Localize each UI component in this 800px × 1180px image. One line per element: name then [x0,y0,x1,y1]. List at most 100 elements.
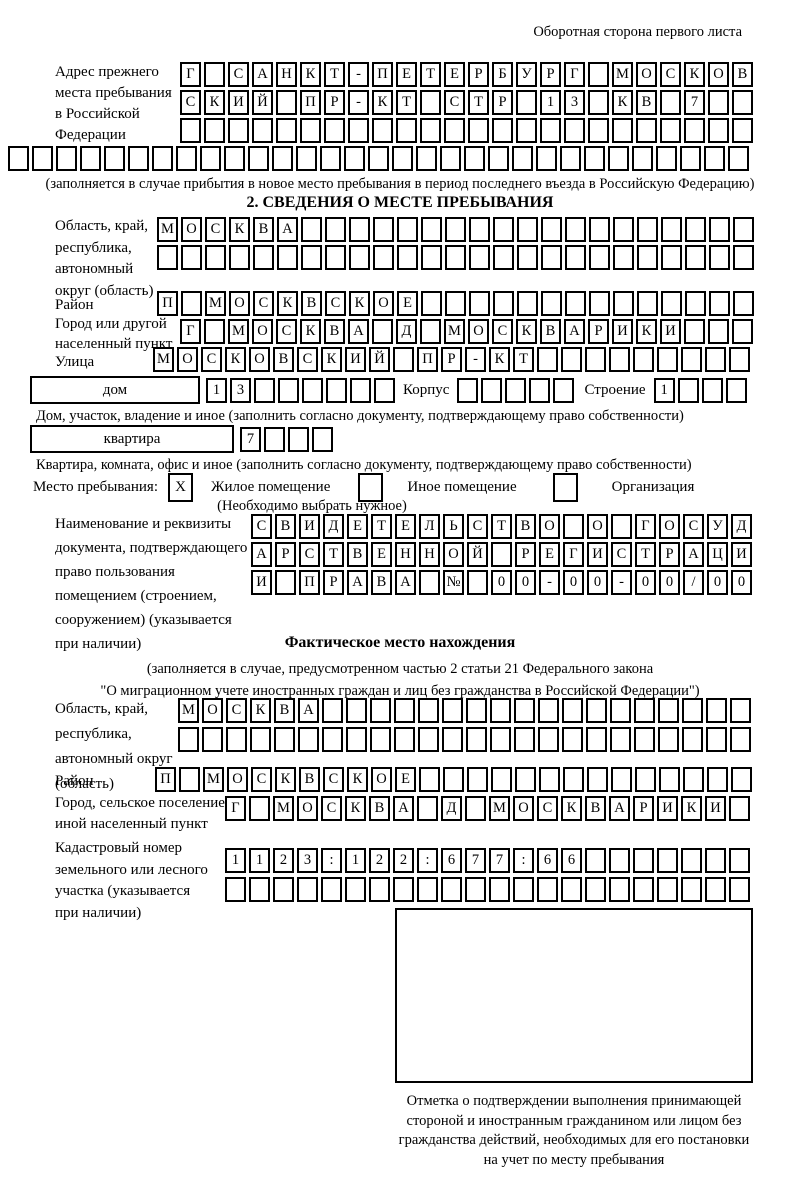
char-box[interactable]: К [347,767,368,792]
char-box[interactable] [516,90,537,115]
char-box[interactable] [685,217,706,242]
char-box[interactable] [393,877,414,902]
char-box[interactable] [418,698,439,723]
char-box[interactable]: Г [225,796,246,821]
char-box[interactable]: 3 [297,848,318,873]
char-box[interactable] [553,377,575,403]
char-box[interactable]: П [155,767,176,792]
char-box[interactable] [661,291,682,316]
char-box[interactable]: В [275,514,296,539]
char-box[interactable]: С [323,767,344,792]
char-box[interactable]: С [444,90,465,115]
char-box[interactable]: 1 [540,90,561,115]
char-box[interactable]: А [251,542,272,567]
char-box[interactable]: С [683,514,704,539]
char-box[interactable]: В [274,698,295,723]
char-box[interactable]: 1 [225,848,246,873]
char-box[interactable] [394,727,415,752]
char-box[interactable]: В [732,62,753,87]
char-box[interactable] [419,767,440,792]
char-box[interactable] [296,146,317,171]
char-box[interactable]: 0 [707,570,728,595]
char-box[interactable] [636,118,657,143]
char-box[interactable]: 2 [369,848,390,873]
char-box[interactable]: О [297,796,318,821]
char-box[interactable]: Е [371,542,392,567]
char-box[interactable]: С [492,319,513,344]
char-box[interactable]: О [181,217,202,242]
char-box[interactable] [372,118,393,143]
char-box[interactable] [457,377,479,403]
char-box[interactable]: Л [419,514,440,539]
char-box[interactable]: М [489,796,510,821]
char-box[interactable]: И [731,542,752,567]
char-box[interactable] [708,319,729,344]
char-box[interactable] [609,877,630,902]
char-box[interactable] [252,118,273,143]
char-box[interactable] [418,727,439,752]
char-box[interactable]: А [347,570,368,595]
char-box[interactable] [589,217,610,242]
char-box[interactable]: Т [513,347,534,372]
char-box[interactable]: А [395,570,416,595]
char-box[interactable] [275,570,296,595]
char-box[interactable]: П [157,291,178,316]
char-box[interactable] [708,90,729,115]
char-box[interactable] [682,698,703,723]
char-box[interactable] [661,217,682,242]
char-box[interactable] [394,698,415,723]
checkbox-inoe[interactable] [358,473,384,502]
char-box[interactable]: К [321,347,342,372]
char-box[interactable] [469,291,490,316]
char-box[interactable] [656,146,677,171]
char-box[interactable] [536,146,557,171]
char-box[interactable] [613,291,634,316]
char-box[interactable] [541,245,562,270]
char-box[interactable] [661,245,682,270]
char-box[interactable]: К [612,90,633,115]
char-box[interactable]: 0 [635,570,656,595]
char-box[interactable]: - [611,570,632,595]
char-box[interactable] [468,118,489,143]
char-box[interactable]: С [201,347,222,372]
char-box[interactable] [728,146,749,171]
char-box[interactable] [493,245,514,270]
char-box[interactable] [272,146,293,171]
char-box[interactable]: С [251,767,272,792]
char-box[interactable] [610,727,631,752]
char-box[interactable] [709,217,730,242]
char-box[interactable] [466,698,487,723]
char-box[interactable] [681,347,702,372]
char-box[interactable] [204,62,225,87]
char-box[interactable] [584,146,605,171]
char-box[interactable] [274,727,295,752]
char-box[interactable] [465,796,486,821]
char-box[interactable]: - [348,62,369,87]
char-box[interactable] [514,727,535,752]
char-box[interactable] [264,426,285,452]
char-box[interactable] [705,848,726,873]
char-box[interactable] [684,118,705,143]
char-box[interactable]: Т [420,62,441,87]
char-box[interactable]: С [611,542,632,567]
char-box[interactable]: М [444,319,465,344]
char-box[interactable]: А [393,796,414,821]
char-box[interactable] [248,146,269,171]
char-box[interactable] [492,118,513,143]
char-box[interactable] [657,877,678,902]
char-box[interactable] [417,796,438,821]
char-box[interactable]: 1 [206,377,227,403]
char-box[interactable] [706,698,727,723]
char-box[interactable]: М [612,62,633,87]
char-box[interactable]: К [225,347,246,372]
char-box[interactable] [680,146,701,171]
char-box[interactable] [633,347,654,372]
char-box[interactable] [396,118,417,143]
char-box[interactable] [298,727,319,752]
char-box[interactable] [490,698,511,723]
char-box[interactable] [657,347,678,372]
char-box[interactable] [181,291,202,316]
char-box[interactable]: - [348,90,369,115]
char-box[interactable]: 1 [653,377,675,403]
char-box[interactable]: Р [441,347,462,372]
